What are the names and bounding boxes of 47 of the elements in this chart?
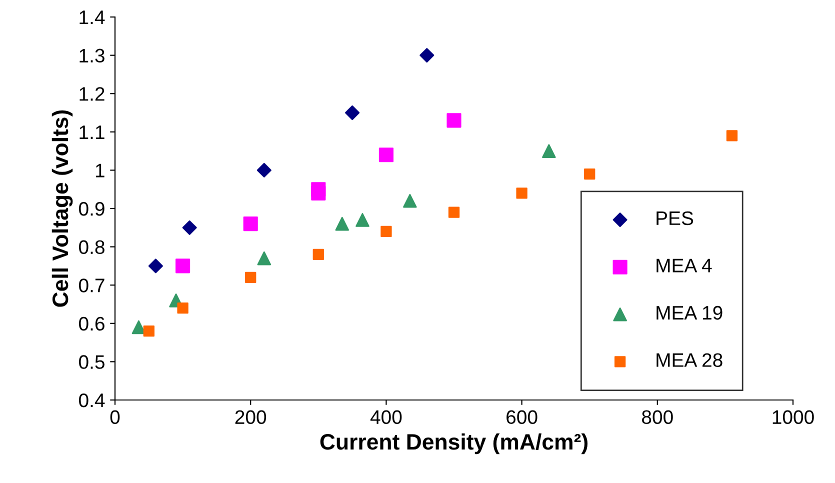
x-tick-label: 1000 xyxy=(772,410,814,424)
y-tick-label: 0.7 xyxy=(79,278,104,292)
point xyxy=(356,213,370,227)
point xyxy=(311,186,326,200)
point xyxy=(584,168,596,180)
point xyxy=(378,148,394,162)
y-axis-title: Cell Voltage (volts) xyxy=(52,110,73,307)
x-tick-label: 0 xyxy=(110,410,120,424)
point xyxy=(542,144,556,158)
y-tick-label: 1 xyxy=(96,164,104,178)
x-tick-label: 400 xyxy=(370,410,402,424)
point xyxy=(516,188,528,199)
point xyxy=(446,113,462,128)
legend-label: MEA 4 xyxy=(656,258,712,272)
y-tick-label: 0.8 xyxy=(79,240,104,254)
point xyxy=(148,258,163,274)
point xyxy=(257,251,272,266)
x-tick-label: 200 xyxy=(235,410,266,424)
point xyxy=(245,272,256,284)
point xyxy=(726,130,738,142)
point xyxy=(176,258,190,274)
point xyxy=(243,216,258,232)
point xyxy=(312,248,324,260)
x-tick-label: 800 xyxy=(642,410,673,424)
point xyxy=(143,325,154,337)
point xyxy=(182,220,197,235)
legend-label: MEA 28 xyxy=(656,353,722,367)
y-tick-label: 1.2 xyxy=(80,87,104,101)
y-tick-label: 1.3 xyxy=(80,48,104,63)
point xyxy=(403,194,417,208)
y-tick-label: 0.4 xyxy=(79,393,105,408)
y-tick-label: 0.5 xyxy=(79,355,104,369)
legend-label: MEA 19 xyxy=(656,306,722,320)
point xyxy=(335,216,350,231)
point xyxy=(345,105,360,120)
point xyxy=(177,302,188,314)
point xyxy=(448,206,460,218)
x-tick-label: 600 xyxy=(506,410,538,424)
point xyxy=(380,226,392,238)
point xyxy=(420,48,434,63)
x-axis-title: Current Density (mA/cm²) xyxy=(320,433,588,454)
point xyxy=(256,162,272,178)
legend-label: PES xyxy=(656,211,694,226)
y-tick-label: 1.1 xyxy=(80,126,104,139)
y-tick-label: 0.6 xyxy=(79,316,104,331)
y-tick-label: 1.4 xyxy=(80,10,105,24)
y-tick-label: 0.9 xyxy=(79,202,104,216)
